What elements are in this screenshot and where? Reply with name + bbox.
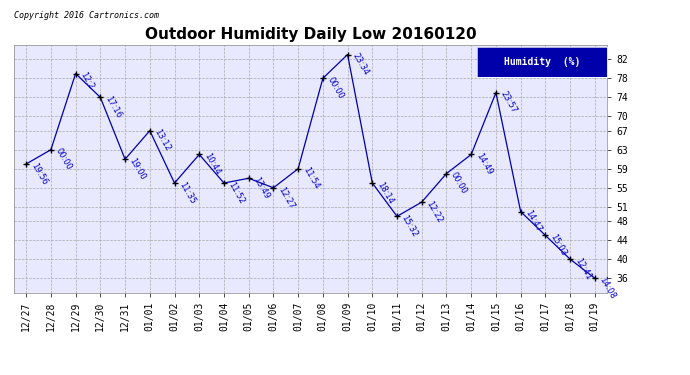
Text: 18:14: 18:14	[375, 180, 395, 206]
Text: 17:16: 17:16	[103, 94, 123, 120]
Text: 11:54: 11:54	[301, 166, 321, 191]
Text: 13:49: 13:49	[251, 176, 271, 201]
Text: 15:32: 15:32	[400, 214, 420, 239]
Text: 13:12: 13:12	[152, 128, 172, 153]
Text: 00:00: 00:00	[326, 75, 345, 100]
Text: 11:35: 11:35	[177, 180, 197, 206]
Text: 19:00: 19:00	[128, 156, 148, 182]
Text: 12:27: 12:27	[276, 185, 296, 210]
Text: 12:22: 12:22	[424, 199, 444, 224]
Title: Outdoor Humidity Daily Low 20160120: Outdoor Humidity Daily Low 20160120	[145, 27, 476, 42]
Text: 00:00: 00:00	[54, 147, 73, 172]
Text: 10:44: 10:44	[202, 152, 221, 177]
Text: Copyright 2016 Cartronics.com: Copyright 2016 Cartronics.com	[14, 11, 159, 20]
Text: 11:52: 11:52	[227, 180, 246, 206]
Text: 12:41: 12:41	[573, 256, 593, 282]
Text: 15:03: 15:03	[548, 232, 568, 258]
Text: 14:49: 14:49	[474, 152, 493, 177]
Text: 14:08: 14:08	[598, 276, 618, 301]
Text: 23:57: 23:57	[499, 90, 518, 115]
Text: 14:47: 14:47	[524, 209, 543, 234]
Text: 00:00: 00:00	[449, 171, 469, 196]
Text: 23:34: 23:34	[351, 52, 370, 77]
Text: 12:2: 12:2	[79, 71, 95, 91]
Text: 19:56: 19:56	[29, 161, 49, 186]
